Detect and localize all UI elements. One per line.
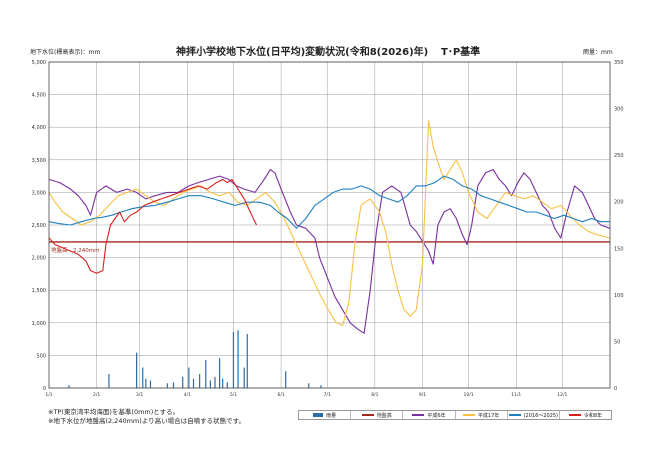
- left-tick-label: 0: [43, 386, 46, 392]
- left-axis-tick-labels: 0 500 1,000 1,500 2,000 2,500 3,000 3,500 4,000 4…: [32, 60, 46, 392]
- right-tick-label: 0: [614, 386, 617, 392]
- rain-bar: [145, 378, 147, 388]
- right-tick-label: 50: [614, 339, 620, 345]
- rain-bar: [222, 378, 224, 388]
- left-tick-label: 1,500: [32, 288, 46, 294]
- x-tick-label: 2/1: [93, 392, 100, 398]
- left-tick-label: 4,000: [32, 125, 46, 131]
- legend-item-h17: 平成17年: [456, 411, 508, 419]
- rain-bar: [182, 376, 184, 388]
- legend-item-rain: 雨量: [299, 411, 352, 419]
- right-tick-label: 200: [614, 200, 624, 206]
- rain-bar: [209, 380, 211, 388]
- left-tick-label: 3,500: [32, 158, 46, 164]
- series-lines: [48, 120, 611, 334]
- rain-bar: [243, 367, 245, 388]
- x-tick-label: 9/1: [419, 392, 426, 398]
- x-axis-tick-labels: 1/1 2/1 3/1 4/1 5/1 6/1 7/1 8/1 9/1 10/1 11/1 12/1: [45, 392, 567, 398]
- rain-bar: [232, 332, 235, 388]
- right-axis-unit: 雨量：mm: [583, 49, 613, 56]
- rain-bar: [149, 380, 152, 388]
- rain-bar: [246, 333, 248, 388]
- left-tick-label: 1,000: [32, 321, 46, 327]
- left-tick-label: 4,500: [32, 93, 46, 99]
- legend-item-r8: 令和8年: [560, 411, 611, 419]
- x-tick-label: 1/1: [45, 392, 52, 398]
- left-axis-unit: 地下水位(標高表示)：mm: [30, 49, 101, 56]
- rain-bar: [214, 376, 216, 388]
- legend-label-r8: 令和8年: [583, 412, 603, 419]
- x-tick-label: 4/1: [184, 392, 191, 398]
- chart-title: 神拝小学校地下水位(日平均)変動状況(令和8(2026)年): [176, 47, 429, 58]
- legend-item-avg: (2016～2025): [508, 411, 560, 419]
- x-tick-label: 6/1: [277, 392, 284, 398]
- left-tick-label: 2,500: [32, 223, 46, 229]
- rain-bar: [219, 358, 221, 388]
- legend-swatch-avg: [508, 414, 521, 416]
- rain-bar: [166, 383, 168, 388]
- rain-bar: [172, 382, 175, 388]
- series-line-3: [48, 178, 257, 274]
- legend: 雨量 地盤高 平成6年 平成17年 (2016～2025) 令和8年: [298, 410, 612, 420]
- footnote-datum: ※TP(東京湾平均海面)を基準(0mm)とする。: [48, 408, 180, 416]
- series-line-2: [48, 175, 610, 229]
- x-tick-label: 12/1: [557, 392, 567, 398]
- series-line-0: [48, 169, 611, 334]
- x-tick-label: 11/1: [511, 392, 521, 398]
- legend-label-ground: 地盤高: [376, 412, 392, 419]
- series-line-1: [48, 120, 611, 326]
- rain-bars: [68, 330, 322, 388]
- rain-bar: [285, 371, 287, 388]
- right-tick-label: 250: [614, 153, 624, 159]
- rain-bar: [136, 352, 138, 388]
- rain-bar: [68, 385, 70, 388]
- right-tick-label: 300: [614, 107, 624, 113]
- rain-bar: [192, 378, 195, 388]
- right-tick-label: 150: [614, 246, 624, 252]
- legend-label-h17: 平成17年: [477, 412, 500, 419]
- legend-label-rain: 雨量: [326, 412, 337, 419]
- rain-bar: [226, 382, 228, 388]
- rain-bar: [205, 360, 207, 388]
- left-tick-label: 2,000: [32, 256, 46, 262]
- rain-bar: [199, 374, 201, 388]
- datum-label: T･P基準: [441, 47, 481, 58]
- legend-swatch-h17: [462, 414, 475, 416]
- legend-item-ground: 地盤高: [351, 411, 404, 419]
- ground-level-label: 地盤高 2,240mm: [51, 246, 99, 254]
- rain-bar: [237, 330, 239, 388]
- left-tick-label: 500: [36, 353, 46, 359]
- x-tick-label: 3/1: [136, 392, 143, 398]
- legend-label-avg: (2016～2025): [523, 412, 558, 419]
- right-axis-tick-labels: 0 50 100 150 200 250 300 350: [614, 60, 624, 392]
- rain-bar: [308, 383, 310, 388]
- legend-label-h6: 平成6年: [427, 412, 446, 419]
- rain-bar: [320, 385, 322, 388]
- x-tick-label: 10/1: [464, 392, 474, 398]
- x-tick-label: 8/1: [371, 392, 378, 398]
- x-tick-label: 7/1: [324, 392, 331, 398]
- left-tick-label: 3,000: [32, 190, 46, 196]
- rain-bar: [188, 367, 190, 388]
- legend-swatch-ground: [361, 414, 374, 416]
- footnotes: ※TP(東京湾平均海面)を基準(0mm)とする。 ※地下水位が地盤高(2,240…: [48, 408, 245, 426]
- legend-swatch-rain: [313, 413, 324, 417]
- plot-frame: [48, 61, 611, 389]
- legend-item-h6: 平成6年: [403, 411, 456, 419]
- legend-swatch-h6: [412, 414, 425, 416]
- footnote-artesian: ※地下水位が地盤高(2,240mm)より高い場合は自噴する状態です。: [48, 417, 246, 425]
- right-tick-label: 100: [614, 293, 624, 299]
- legend-swatch-r8: [568, 414, 581, 416]
- right-tick-label: 350: [614, 60, 624, 66]
- rain-bar: [108, 374, 110, 388]
- x-tick-label: 5/1: [230, 392, 237, 398]
- rain-bar: [142, 367, 144, 388]
- ground-level-group: 地盤高 2,240mm: [49, 241, 610, 254]
- left-tick-label: 5,000: [32, 60, 46, 66]
- chart-grid: [49, 61, 610, 389]
